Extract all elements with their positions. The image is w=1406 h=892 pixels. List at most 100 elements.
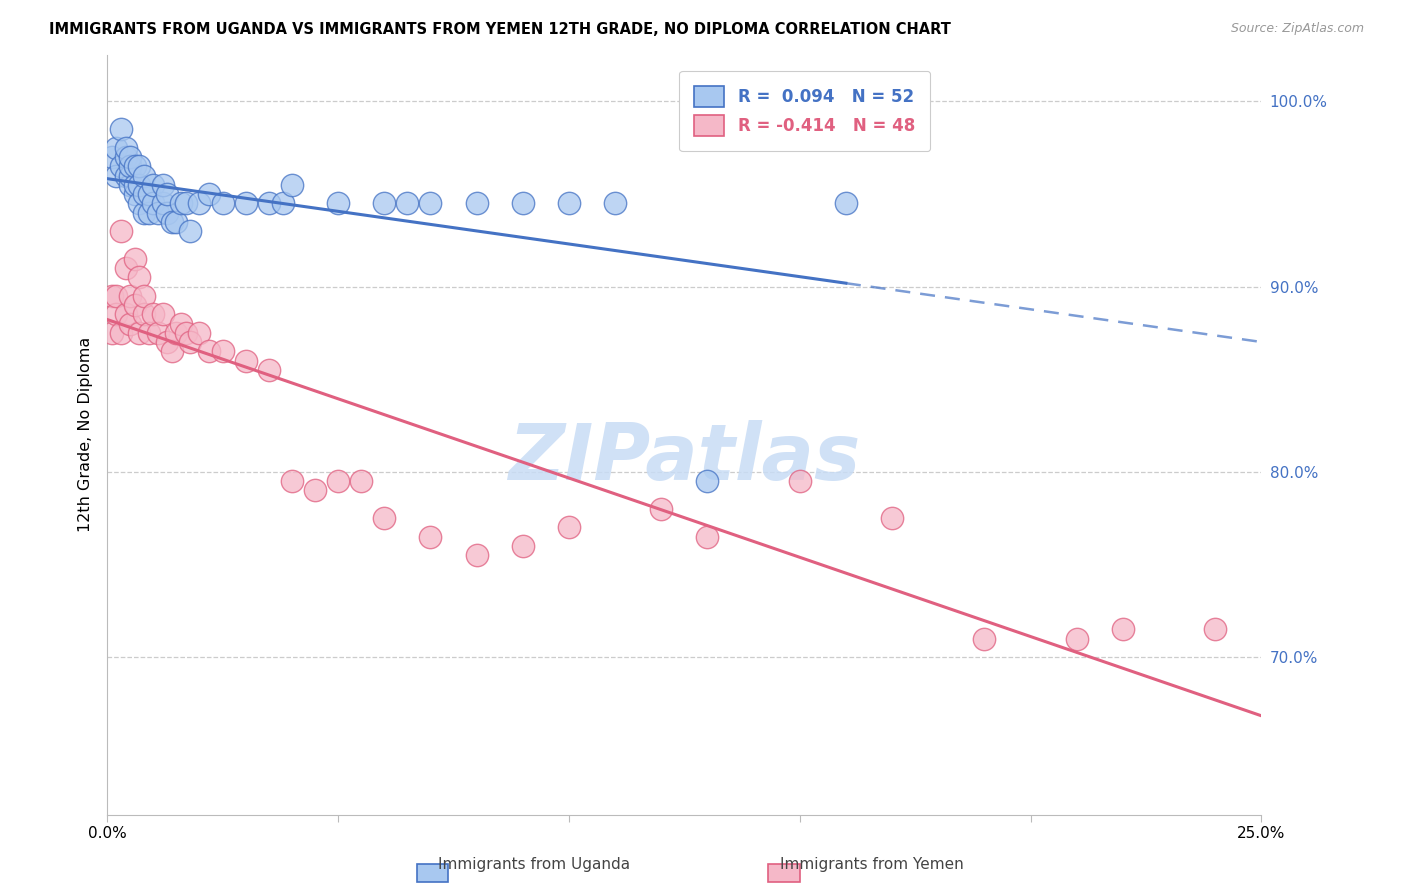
Point — [100, 150, 122, 164]
Point — [419, 530, 441, 544]
Point — [696, 530, 718, 544]
Point — [128, 326, 150, 340]
Point — [603, 196, 626, 211]
Text: ZIPatlas: ZIPatlas — [508, 419, 860, 496]
Point — [156, 205, 179, 219]
Point — [326, 474, 349, 488]
Point — [465, 548, 488, 562]
Legend: R =  0.094   N = 52, R = -0.414   N = 48: R = 0.094 N = 52, R = -0.414 N = 48 — [679, 71, 929, 152]
Point — [880, 511, 903, 525]
Point — [419, 196, 441, 211]
Point — [114, 308, 136, 322]
Point — [114, 261, 136, 276]
Point — [170, 317, 193, 331]
Point — [373, 196, 395, 211]
Point — [146, 326, 169, 340]
Point — [1112, 622, 1135, 636]
Point — [100, 289, 122, 303]
Y-axis label: 12th Grade, No Diploma: 12th Grade, No Diploma — [79, 337, 93, 533]
Point — [152, 178, 174, 192]
Point — [696, 474, 718, 488]
Point — [281, 178, 304, 192]
Point — [174, 196, 197, 211]
Point — [179, 224, 201, 238]
Point — [165, 215, 187, 229]
Point — [142, 308, 165, 322]
Point — [110, 326, 132, 340]
Point — [350, 474, 373, 488]
Point — [124, 178, 146, 192]
Point — [152, 308, 174, 322]
Point — [197, 187, 219, 202]
Point — [120, 169, 142, 183]
Point — [396, 196, 419, 211]
Point — [114, 141, 136, 155]
Point — [152, 196, 174, 211]
Text: Source: ZipAtlas.com: Source: ZipAtlas.com — [1230, 22, 1364, 36]
Point — [114, 169, 136, 183]
Point — [156, 335, 179, 350]
Point — [110, 224, 132, 238]
Point — [105, 169, 128, 183]
Point — [558, 196, 581, 211]
Point — [128, 196, 150, 211]
Point — [128, 270, 150, 285]
Point — [257, 363, 280, 377]
Point — [174, 326, 197, 340]
Point — [304, 483, 326, 498]
Point — [160, 344, 183, 359]
Point — [211, 196, 233, 211]
Point — [120, 178, 142, 192]
Point — [124, 187, 146, 202]
Point — [128, 159, 150, 173]
Point — [120, 289, 142, 303]
Point — [558, 520, 581, 534]
Point — [973, 632, 995, 646]
Point — [114, 150, 136, 164]
Point — [105, 141, 128, 155]
Point — [105, 289, 128, 303]
Point — [124, 252, 146, 266]
Point — [197, 344, 219, 359]
Point — [257, 196, 280, 211]
Point — [188, 326, 211, 340]
Point — [170, 196, 193, 211]
Point — [160, 215, 183, 229]
Point — [1066, 632, 1088, 646]
Point — [132, 289, 155, 303]
Point — [105, 308, 128, 322]
Point — [326, 196, 349, 211]
Point — [120, 150, 142, 164]
Point — [128, 178, 150, 192]
Point — [179, 335, 201, 350]
Point — [835, 196, 858, 211]
FancyBboxPatch shape — [768, 864, 800, 882]
Point — [124, 298, 146, 312]
Point — [789, 474, 811, 488]
Point — [132, 205, 155, 219]
Point — [100, 326, 122, 340]
Point — [124, 159, 146, 173]
Point — [165, 326, 187, 340]
Text: Immigrants from Uganda: Immigrants from Uganda — [439, 857, 630, 872]
Point — [156, 187, 179, 202]
Point — [235, 196, 257, 211]
Point — [146, 205, 169, 219]
Point — [120, 159, 142, 173]
Point — [281, 474, 304, 488]
Point — [373, 511, 395, 525]
Text: IMMIGRANTS FROM UGANDA VS IMMIGRANTS FROM YEMEN 12TH GRADE, NO DIPLOMA CORRELATI: IMMIGRANTS FROM UGANDA VS IMMIGRANTS FRO… — [49, 22, 950, 37]
Point — [120, 317, 142, 331]
Point — [465, 196, 488, 211]
Point — [650, 502, 672, 516]
Point — [132, 308, 155, 322]
Point — [132, 169, 155, 183]
Point — [138, 205, 160, 219]
Point — [142, 196, 165, 211]
Point — [132, 187, 155, 202]
Text: Immigrants from Yemen: Immigrants from Yemen — [780, 857, 963, 872]
Point — [271, 196, 294, 211]
Point — [512, 196, 534, 211]
Point — [138, 326, 160, 340]
Point — [512, 539, 534, 553]
